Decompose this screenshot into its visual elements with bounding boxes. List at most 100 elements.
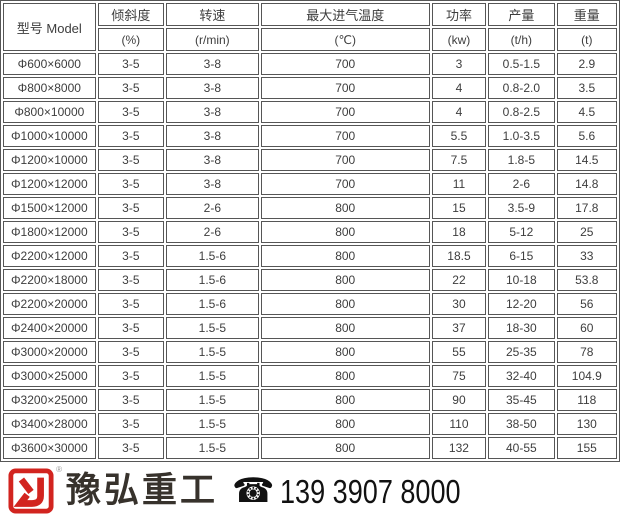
model-cell: Φ600×6000: [3, 53, 96, 75]
column-header-incline: 倾斜度: [97, 3, 165, 26]
model-cell: Φ2400×20000: [3, 317, 96, 339]
value-cell: 2-6: [166, 221, 259, 243]
value-cell: 132: [431, 437, 487, 459]
value-cell: 3-5: [97, 197, 165, 219]
model-cell: Φ1200×12000: [3, 173, 96, 195]
column-header-temp: 最大进气温度: [260, 3, 430, 26]
value-cell: 6-15: [488, 245, 555, 267]
value-cell: 14.8: [556, 173, 617, 195]
table-row: Φ1500×12000 3-5 2-6 800 15 3.5-9 17.8: [3, 197, 617, 219]
value-cell: 2.9: [556, 53, 617, 75]
value-cell: 800: [260, 197, 430, 219]
model-cell: Φ3600×30000: [3, 437, 96, 459]
model-cell: Φ2200×18000: [3, 269, 96, 291]
value-cell: 22: [431, 269, 487, 291]
yuhong-logo-icon: [8, 468, 54, 514]
value-cell: 800: [260, 317, 430, 339]
value-cell: 1.5-6: [166, 269, 259, 291]
value-cell: 3-5: [97, 317, 165, 339]
table-row: Φ800×10000 3-5 3-8 700 4 0.8-2.5 4.5: [3, 101, 617, 123]
value-cell: 4.5: [556, 101, 617, 123]
value-cell: 3.5: [556, 77, 617, 99]
value-cell: 3-5: [97, 125, 165, 147]
column-header-output: 产量: [488, 3, 555, 26]
value-cell: 3-5: [97, 389, 165, 411]
value-cell: 1.5-5: [166, 437, 259, 459]
value-cell: 1.5-5: [166, 365, 259, 387]
company-logo: ®: [8, 465, 62, 515]
table-row: Φ1200×12000 3-5 3-8 700 11 2-6 14.8: [3, 173, 617, 195]
model-cell: Φ1200×10000: [3, 149, 96, 171]
value-cell: 3-5: [97, 245, 165, 267]
value-cell: 18-30: [488, 317, 555, 339]
column-unit-output: (t/h): [488, 28, 555, 51]
value-cell: 55: [431, 341, 487, 363]
table-row: Φ2400×20000 3-5 1.5-5 800 37 18-30 60: [3, 317, 617, 339]
table-row: Φ1000×10000 3-5 3-8 700 5.5 1.0-3.5 5.6: [3, 125, 617, 147]
value-cell: 18: [431, 221, 487, 243]
value-cell: 11: [431, 173, 487, 195]
model-cell: Φ3000×25000: [3, 365, 96, 387]
table-row: Φ3200×25000 3-5 1.5-5 800 90 35-45 118: [3, 389, 617, 411]
value-cell: 700: [260, 77, 430, 99]
value-cell: 25: [556, 221, 617, 243]
value-cell: 700: [260, 149, 430, 171]
model-cell: Φ1500×12000: [3, 197, 96, 219]
value-cell: 17.8: [556, 197, 617, 219]
value-cell: 104.9: [556, 365, 617, 387]
model-cell: Φ1000×10000: [3, 125, 96, 147]
table-row: Φ1200×10000 3-5 3-8 700 7.5 1.8-5 14.5: [3, 149, 617, 171]
value-cell: 2-6: [488, 173, 555, 195]
value-cell: 1.5-5: [166, 389, 259, 411]
value-cell: 800: [260, 269, 430, 291]
table-row: Φ3400×28000 3-5 1.5-5 800 110 38-50 130: [3, 413, 617, 435]
value-cell: 1.5-5: [166, 413, 259, 435]
registered-trademark: ®: [56, 465, 62, 474]
table-row: Φ1800×12000 3-5 2-6 800 18 5-12 25: [3, 221, 617, 243]
value-cell: 5-12: [488, 221, 555, 243]
value-cell: 37: [431, 317, 487, 339]
value-cell: 800: [260, 389, 430, 411]
value-cell: 90: [431, 389, 487, 411]
table-row: Φ3000×25000 3-5 1.5-5 800 75 32-40 104.9: [3, 365, 617, 387]
value-cell: 60: [556, 317, 617, 339]
value-cell: 1.5-5: [166, 317, 259, 339]
value-cell: 5.5: [431, 125, 487, 147]
column-header-power: 功率: [431, 3, 487, 26]
column-unit-speed: (r/min): [166, 28, 259, 51]
model-cell: Φ3000×20000: [3, 341, 96, 363]
table-row: Φ2200×20000 3-5 1.5-6 800 30 12-20 56: [3, 293, 617, 315]
table-row: Φ3600×30000 3-5 1.5-5 800 132 40-55 155: [3, 437, 617, 459]
column-unit-incline: (%): [97, 28, 165, 51]
value-cell: 3-5: [97, 437, 165, 459]
value-cell: 15: [431, 197, 487, 219]
value-cell: 3-5: [97, 101, 165, 123]
value-cell: 800: [260, 437, 430, 459]
value-cell: 3: [431, 53, 487, 75]
value-cell: 56: [556, 293, 617, 315]
value-cell: 18.5: [431, 245, 487, 267]
value-cell: 4: [431, 77, 487, 99]
value-cell: 14.5: [556, 149, 617, 171]
value-cell: 32-40: [488, 365, 555, 387]
value-cell: 800: [260, 293, 430, 315]
value-cell: 800: [260, 413, 430, 435]
value-cell: 3-8: [166, 125, 259, 147]
value-cell: 1.5-5: [166, 341, 259, 363]
value-cell: 1.5-6: [166, 293, 259, 315]
value-cell: 110: [431, 413, 487, 435]
table-row: Φ600×6000 3-5 3-8 700 3 0.5-1.5 2.9: [3, 53, 617, 75]
value-cell: 25-35: [488, 341, 555, 363]
value-cell: 2-6: [166, 197, 259, 219]
value-cell: 155: [556, 437, 617, 459]
model-cell: Φ3400×28000: [3, 413, 96, 435]
value-cell: 3-5: [97, 293, 165, 315]
value-cell: 1.0-3.5: [488, 125, 555, 147]
value-cell: 3-5: [97, 173, 165, 195]
value-cell: 4: [431, 101, 487, 123]
value-cell: 78: [556, 341, 617, 363]
value-cell: 800: [260, 341, 430, 363]
value-cell: 3-8: [166, 53, 259, 75]
table-row: Φ800×8000 3-5 3-8 700 4 0.8-2.0 3.5: [3, 77, 617, 99]
spec-table: 型号 Model 倾斜度 转速 最大进气温度 功率 产量 重量 (%) (r/m…: [0, 0, 620, 462]
